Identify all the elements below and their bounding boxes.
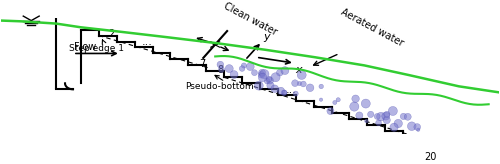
- Point: [356, 114, 364, 117]
- Point: [394, 122, 402, 125]
- Point: [226, 67, 234, 70]
- Text: x: x: [296, 65, 302, 75]
- Point: [276, 71, 284, 74]
- Point: [306, 86, 314, 89]
- Point: [300, 83, 308, 85]
- Point: [230, 73, 238, 76]
- Point: [373, 115, 381, 118]
- Text: 2: 2: [108, 29, 115, 39]
- Text: Aerated water: Aerated water: [340, 7, 406, 48]
- Point: [270, 87, 278, 90]
- Point: [272, 76, 280, 79]
- Point: [352, 97, 360, 100]
- Point: [298, 74, 306, 76]
- Point: [408, 125, 416, 128]
- Point: [389, 110, 397, 112]
- Point: [266, 79, 274, 82]
- Point: [374, 122, 382, 124]
- Point: [292, 92, 300, 95]
- Point: [382, 115, 390, 117]
- Point: [277, 90, 285, 92]
- Point: [255, 84, 263, 87]
- Point: [266, 78, 274, 80]
- Point: [350, 105, 358, 108]
- Text: 8: 8: [217, 65, 223, 75]
- Point: [404, 115, 411, 118]
- Point: [362, 120, 370, 122]
- Point: [258, 72, 266, 74]
- Text: ...: ...: [286, 84, 296, 94]
- Point: [291, 82, 299, 84]
- Point: [246, 65, 254, 68]
- Point: [218, 68, 226, 71]
- Point: [260, 73, 268, 75]
- Point: [258, 76, 266, 79]
- Point: [240, 64, 248, 67]
- Point: [280, 92, 288, 94]
- Point: [263, 80, 271, 82]
- Point: [250, 71, 258, 74]
- Text: ...: ...: [142, 37, 153, 47]
- Point: [390, 126, 398, 129]
- Point: [258, 73, 266, 76]
- Point: [216, 63, 224, 66]
- Point: [331, 101, 339, 104]
- Point: [400, 115, 407, 118]
- Text: Clean water: Clean water: [222, 1, 278, 37]
- Point: [317, 85, 325, 88]
- Point: [366, 113, 374, 116]
- Point: [383, 113, 391, 116]
- Text: 20: 20: [424, 152, 436, 162]
- Point: [326, 110, 334, 112]
- Point: [362, 102, 370, 105]
- Text: Step edge 1: Step edge 1: [69, 44, 124, 53]
- Text: Flow: Flow: [74, 42, 96, 52]
- Text: y: y: [263, 31, 270, 41]
- Point: [238, 67, 246, 70]
- Text: 7: 7: [199, 59, 205, 69]
- Point: [296, 82, 304, 85]
- Point: [266, 84, 274, 87]
- Point: [334, 98, 342, 101]
- Point: [317, 98, 325, 101]
- Point: [414, 128, 422, 131]
- Point: [280, 91, 288, 94]
- Point: [377, 115, 385, 118]
- Point: [281, 69, 289, 72]
- Text: Pseudo-bottom: Pseudo-bottom: [186, 82, 254, 91]
- Point: [382, 119, 390, 121]
- Point: [413, 126, 421, 128]
